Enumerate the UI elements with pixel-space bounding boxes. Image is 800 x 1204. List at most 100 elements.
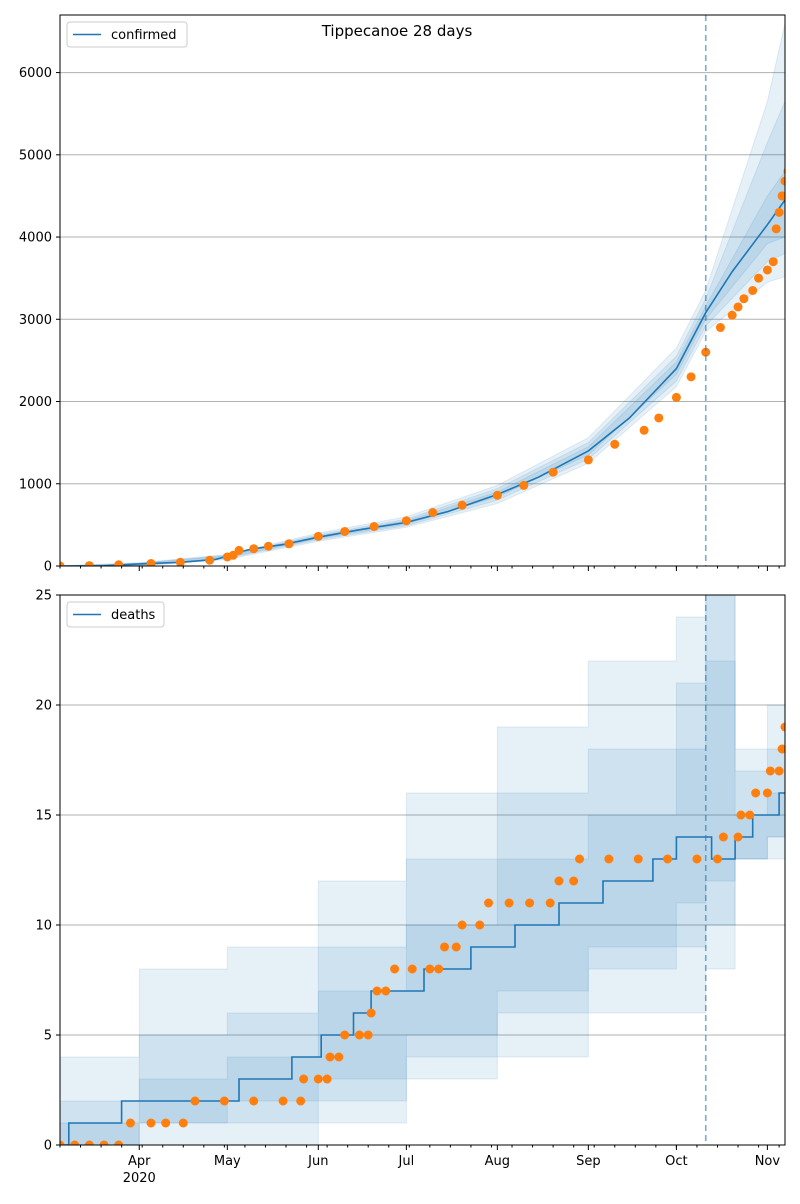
observed-point xyxy=(313,1074,323,1084)
observed-point xyxy=(340,1030,350,1040)
observed-point xyxy=(340,526,350,536)
series-line-confirmed xyxy=(60,199,785,566)
prediction-band xyxy=(60,170,785,566)
observed-point xyxy=(774,207,784,217)
observed-point xyxy=(692,854,702,864)
observed-point xyxy=(313,531,323,541)
plot-area xyxy=(60,595,785,1145)
observed-point xyxy=(762,265,772,275)
observed-point xyxy=(228,550,238,560)
y-tick-label: 4000 xyxy=(19,231,52,246)
observed-point xyxy=(451,942,461,952)
panel-confirmed: 0 1000 2000 3000 4000 5000 6000 confirmed xyxy=(19,14,795,575)
y-tick-label: 25 xyxy=(35,589,52,604)
observed-point xyxy=(610,439,620,449)
observed-point xyxy=(278,1096,288,1106)
observed-point xyxy=(70,1140,80,1145)
observed-point xyxy=(381,986,391,996)
observed-point xyxy=(84,1140,94,1145)
legend: confirmed xyxy=(66,21,188,48)
observed-point xyxy=(639,425,649,435)
observed-point xyxy=(583,455,593,465)
y-tick-label: 5000 xyxy=(19,148,52,163)
observed-point xyxy=(363,1030,373,1040)
y-tick-label: 5 xyxy=(44,1029,52,1044)
legend-label: confirmed xyxy=(111,28,177,43)
prediction-band xyxy=(60,101,785,566)
observed-point xyxy=(492,490,502,500)
observed-point xyxy=(748,286,758,295)
observed-point xyxy=(354,1030,364,1040)
observed-point xyxy=(554,876,564,886)
observed-point xyxy=(780,722,785,732)
observed-point xyxy=(718,832,728,842)
observed-point xyxy=(739,294,749,304)
observed-point xyxy=(715,323,725,333)
prediction-band xyxy=(60,595,785,1145)
observed-point xyxy=(457,500,467,510)
observed-point xyxy=(369,522,379,532)
observed-point xyxy=(161,1118,171,1128)
chart-title: Tippecanoe 28 days xyxy=(321,22,473,40)
observed-point xyxy=(263,541,273,551)
observed-point xyxy=(325,1052,335,1062)
observed-point xyxy=(771,224,781,234)
y-tick-label: 0 xyxy=(44,560,52,575)
x-tick-label: Oct xyxy=(665,1154,687,1169)
observed-point xyxy=(727,310,737,320)
observed-point xyxy=(548,467,558,477)
observed-point xyxy=(249,544,259,554)
observed-point xyxy=(146,1118,156,1128)
observed-point xyxy=(519,480,529,490)
observed-point xyxy=(366,1008,376,1018)
observed-point xyxy=(425,964,435,974)
observed-point xyxy=(786,150,795,159)
observed-point xyxy=(114,1140,124,1145)
y-tick-label: 0 xyxy=(44,1139,52,1154)
observed-point xyxy=(178,1118,188,1128)
legend-label: deaths xyxy=(111,608,156,623)
observed-point xyxy=(60,1140,65,1145)
observed-point xyxy=(249,1096,259,1106)
observed-point xyxy=(84,561,94,566)
observed-point xyxy=(457,920,467,930)
observed-point xyxy=(334,1052,344,1062)
observed-point xyxy=(777,191,785,201)
prediction-band xyxy=(60,23,785,566)
prediction-band xyxy=(60,660,785,1145)
y-tick-label: 15 xyxy=(35,809,52,824)
observed-point xyxy=(205,555,215,565)
x-tick-label: Jul xyxy=(398,1154,415,1169)
legend: deaths xyxy=(66,601,165,628)
series-line-deaths xyxy=(60,792,785,1145)
legend-box xyxy=(66,21,188,48)
observed-point xyxy=(175,557,185,566)
observed-point xyxy=(545,898,555,908)
observed-point xyxy=(322,1074,332,1084)
observed-point xyxy=(284,539,294,549)
y-tick-label: 20 xyxy=(35,699,52,714)
y-tick-label: 6000 xyxy=(19,66,52,81)
observed-point xyxy=(434,964,444,974)
y-tick-label: 3000 xyxy=(19,313,52,328)
observed-point xyxy=(751,788,761,798)
observed-point xyxy=(765,766,775,776)
observed-point xyxy=(701,347,711,357)
observed-point xyxy=(440,942,450,952)
observed-point xyxy=(686,372,696,382)
legend-box xyxy=(66,601,165,628)
observed-point xyxy=(654,413,664,423)
x-tick-label: Jun xyxy=(307,1154,328,1169)
observed-point xyxy=(633,854,643,864)
observed-point xyxy=(768,257,778,267)
x-tick-year-label: 2020 xyxy=(123,1171,156,1186)
observed-point xyxy=(745,810,755,820)
prediction-band xyxy=(60,595,785,1145)
observed-point xyxy=(146,559,156,566)
plot-frame xyxy=(59,594,786,1146)
observed-point xyxy=(475,920,485,930)
observed-point xyxy=(60,561,65,566)
observed-point xyxy=(762,788,772,798)
observed-point xyxy=(296,1096,306,1106)
